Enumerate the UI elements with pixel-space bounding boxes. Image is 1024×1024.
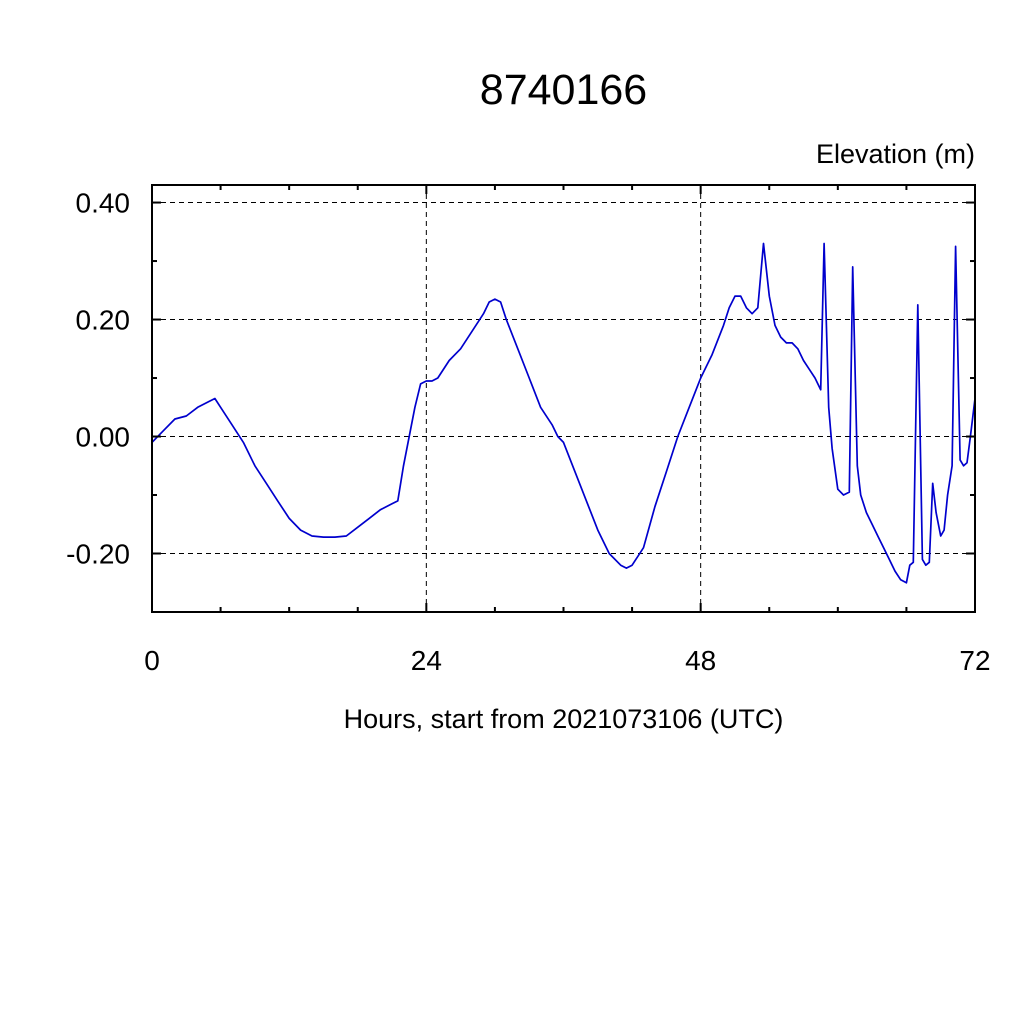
x-tick-label: 24 — [411, 645, 442, 676]
axis-tick-labels: 0 24 48 72 -0.20 0.00 0.20 0.40 — [66, 188, 990, 676]
y-tick-label: 0.00 — [76, 422, 131, 453]
x-tick-label: 48 — [685, 645, 716, 676]
gridlines — [152, 185, 975, 612]
y-tick-label: -0.20 — [66, 539, 130, 570]
y-tick-label: 0.20 — [76, 305, 131, 336]
y-axis-label: Elevation (m) — [816, 139, 975, 169]
axis-ticks — [151, 185, 976, 612]
x-tick-label: 0 — [144, 645, 160, 676]
x-tick-label: 72 — [959, 645, 990, 676]
elevation-series — [151, 242, 976, 584]
elevation-line — [151, 242, 976, 584]
y-tick-label: 0.40 — [76, 188, 131, 219]
x-axis-label: Hours, start from 2021073106 (UTC) — [344, 704, 784, 734]
chart-title: 8740166 — [480, 66, 647, 114]
